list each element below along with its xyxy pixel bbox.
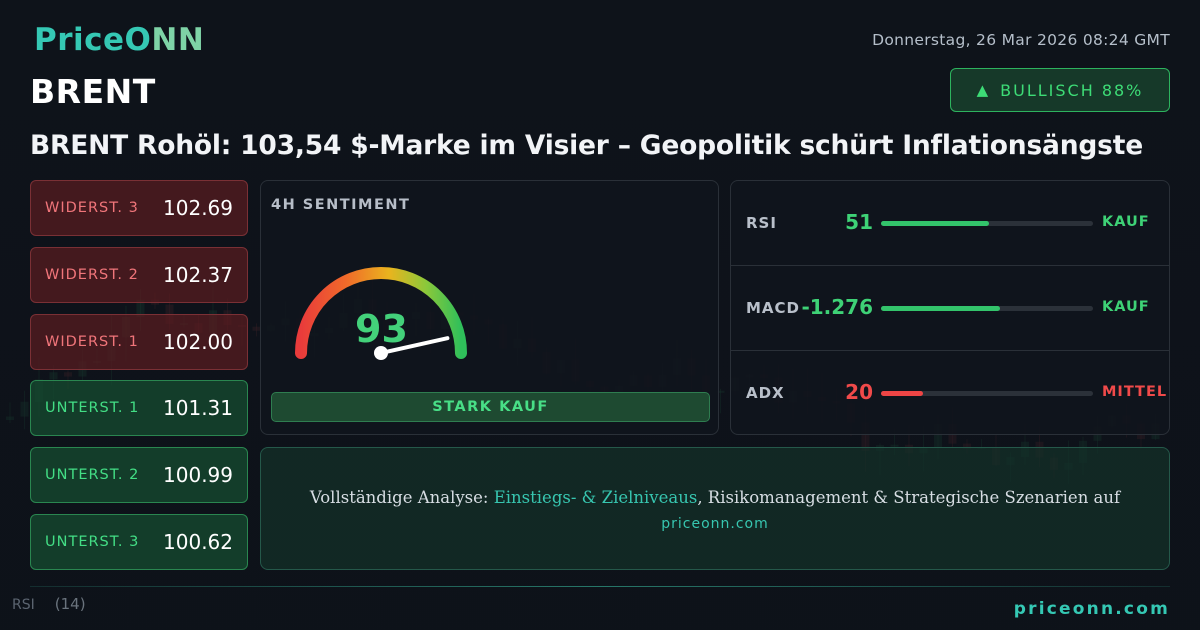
level-label: WIDERST. 2 (45, 267, 139, 283)
indicator-name: ADX (746, 384, 785, 402)
indicator-value: 51 (845, 210, 873, 234)
indicator-bar-fill (881, 306, 1000, 311)
cta-suffix: , Risikomanagement & Strategische Szenar… (697, 488, 1121, 507)
level-resistance-2: WIDERST. 2 102.37 (30, 247, 248, 303)
level-resistance-3: WIDERST. 3 102.69 (30, 180, 248, 236)
indicator-bar-fill (881, 221, 990, 226)
brand-logo[interactable]: PriceONN (34, 22, 204, 58)
gauge-arc (295, 267, 467, 359)
background-rsi-period: (14) (54, 595, 86, 613)
level-label: WIDERST. 3 (45, 200, 139, 216)
footer-site-link[interactable]: priceonn.com (1013, 599, 1170, 619)
bias-badge: ▲ BULLISCH 88% (950, 68, 1170, 112)
indicator-macd: MACD -1.276 KAUF (731, 266, 1169, 351)
sentiment-gauge (295, 267, 467, 360)
indicator-signal: MITTEL (1102, 384, 1168, 400)
level-label: UNTERST. 3 (45, 534, 140, 550)
level-support-2: UNTERST. 2 100.99 (30, 447, 248, 503)
background-rsi-label: RSI (14) (12, 595, 86, 613)
bias-label: BULLISCH 88% (1000, 80, 1144, 100)
indicator-name: RSI (746, 214, 777, 232)
level-label: WIDERST. 1 (45, 334, 139, 350)
indicator-value: -1.276 (801, 295, 873, 319)
indicator-rsi: RSI 51 KAUF (731, 181, 1169, 266)
level-support-1: UNTERST. 1 101.31 (30, 380, 248, 436)
sentiment-panel: 4H SENTIMENT 93 STARK KAUF (260, 180, 719, 435)
footer-divider (30, 586, 1170, 587)
indicator-value: 20 (845, 380, 873, 404)
analysis-cta[interactable]: Vollständige Analyse: Einstiegs- & Zieln… (260, 447, 1170, 570)
level-value: 100.62 (163, 530, 233, 554)
cta-highlight: Einstiegs- & Zielniveaus (493, 488, 698, 507)
level-value: 102.69 (163, 196, 233, 220)
brand-logo-main: PriceO (34, 22, 152, 58)
level-value: 101.31 (163, 396, 233, 420)
headline: BRENT Rohöl: 103,54 $-Marke im Visier – … (30, 130, 1143, 161)
indicator-bar (881, 306, 1093, 311)
triangle-up-icon: ▲ (976, 81, 991, 99)
cta-site-link[interactable]: priceonn.com (661, 516, 769, 532)
cta-text: Vollständige Analyse: Einstiegs- & Zieln… (261, 488, 1169, 507)
indicator-name: MACD (746, 299, 800, 317)
indicator-bar (881, 221, 1093, 226)
indicator-bar (881, 391, 1093, 396)
timestamp: Donnerstag, 26 Mar 2026 08:24 GMT (872, 31, 1170, 49)
indicators-panel: RSI 51 KAUF MACD -1.276 KAUF ADX 20 MITT… (730, 180, 1170, 435)
gauge-needle (379, 336, 450, 355)
level-label: UNTERST. 2 (45, 467, 140, 483)
brand-logo-accent: NN (151, 22, 205, 58)
indicator-bar-fill (881, 391, 924, 396)
level-label: UNTERST. 1 (45, 400, 140, 416)
background-rsi-name: RSI (12, 597, 35, 613)
level-value: 100.99 (163, 463, 233, 487)
level-value: 102.37 (163, 263, 233, 287)
level-resistance-1: WIDERST. 1 102.00 (30, 314, 248, 370)
sentiment-verdict: STARK KAUF (271, 392, 710, 422)
indicator-signal: KAUF (1102, 299, 1150, 315)
cta-prefix: Vollständige Analyse: (309, 488, 494, 507)
sentiment-title: 4H SENTIMENT (271, 197, 411, 213)
level-value: 102.00 (163, 330, 233, 354)
indicator-signal: KAUF (1102, 214, 1150, 230)
level-support-3: UNTERST. 3 100.62 (30, 514, 248, 570)
indicator-adx: ADX 20 MITTEL (731, 351, 1169, 434)
sentiment-score: 93 (355, 307, 408, 351)
gauge-pivot (374, 346, 388, 360)
instrument-symbol: BRENT (30, 72, 156, 111)
